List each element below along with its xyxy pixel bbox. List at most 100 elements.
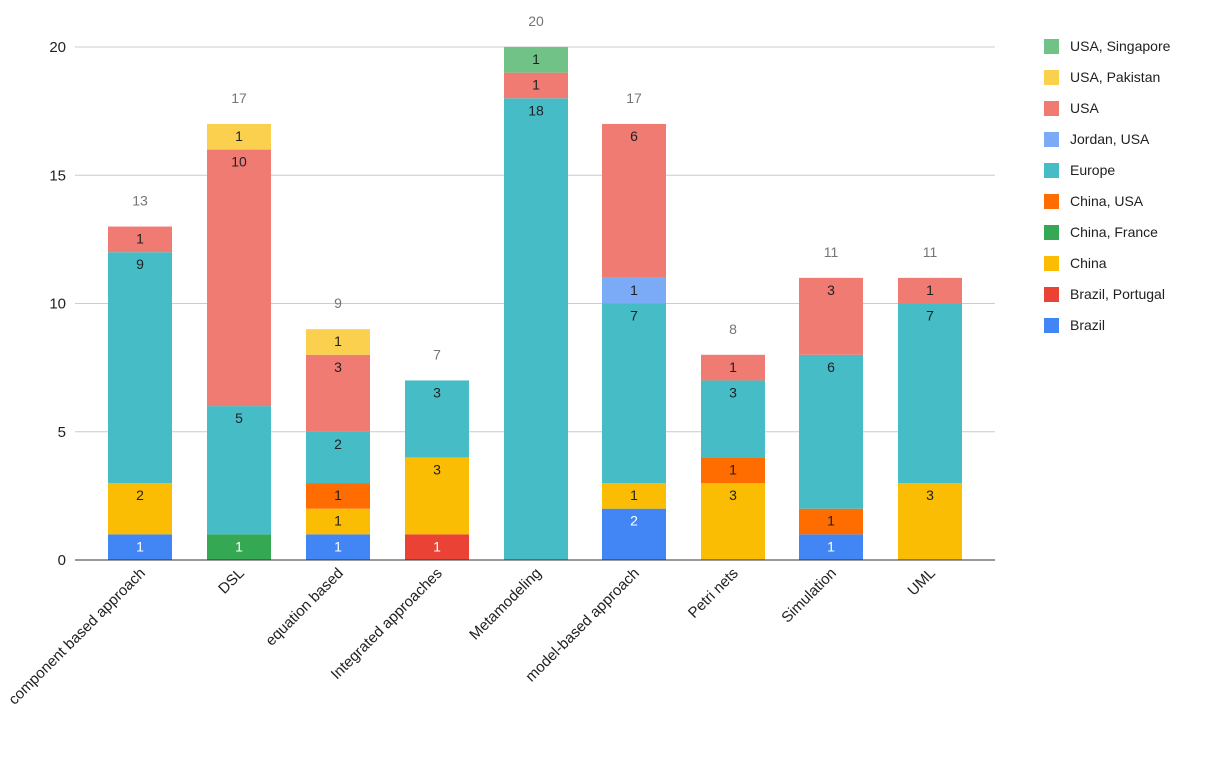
bar-segment (207, 149, 271, 407)
segment-value-label: 7 (926, 308, 934, 324)
legend-label: Brazil (1070, 317, 1105, 333)
segment-value-label: 2 (136, 487, 144, 503)
segment-value-label: 1 (827, 513, 835, 529)
x-tick-label: Integrated approaches (328, 565, 446, 683)
legend-label: China, France (1070, 224, 1158, 240)
total-label: 17 (626, 90, 642, 106)
bar-segment (306, 483, 370, 509)
x-tick-label: DSL (215, 565, 248, 598)
legend-swatch (1044, 225, 1059, 240)
bar-segment (799, 534, 863, 560)
bar-segment (306, 534, 370, 560)
x-tick-label: UML (904, 565, 938, 599)
total-label: 11 (824, 244, 839, 260)
legend-item: USA, Pakistan (1044, 69, 1160, 85)
legend-item: USA (1044, 100, 1099, 116)
bar-segment (898, 483, 962, 560)
legend-swatch (1044, 287, 1059, 302)
x-tick-label: equation based (262, 565, 347, 650)
segment-value-label: 1 (433, 538, 441, 554)
segment-value-label: 1 (630, 487, 638, 503)
bar-segment (306, 431, 370, 484)
segment-value-label: 1 (532, 77, 540, 93)
bar-segment (504, 72, 568, 99)
segment-value-label: 3 (433, 384, 441, 400)
legend-label: China, USA (1070, 193, 1144, 209)
bar-segment (602, 303, 666, 484)
legend-swatch (1044, 101, 1059, 116)
bar-segment (701, 354, 765, 381)
bar-segment (602, 123, 666, 278)
legend-item: Brazil, Portugal (1044, 286, 1165, 302)
segment-value-label: 5 (235, 410, 243, 426)
bar-segment (602, 483, 666, 509)
segment-value-label: 1 (334, 487, 342, 503)
bar-segment (602, 277, 666, 304)
x-axis-labels: component based approach DSL equation base… (5, 565, 939, 709)
segment-value-label: 3 (334, 359, 342, 375)
legend-item: USA, Singapore (1044, 38, 1171, 54)
segment-value-label: 1 (334, 538, 342, 554)
x-tick-label: Simulation (778, 565, 840, 627)
segment-value-label: 1 (630, 282, 638, 298)
segment-value-label: 1 (926, 282, 934, 298)
x-tick-label: component based approach (5, 565, 149, 709)
segment-value-label: 1 (827, 538, 835, 554)
segment-value-label: 1 (729, 359, 737, 375)
segment-value-label: 1 (235, 128, 243, 144)
segment-value-label: 3 (729, 487, 737, 503)
total-label: 11 (923, 244, 938, 260)
legend-label: Brazil, Portugal (1070, 286, 1165, 302)
bars: 1291131510117111231913371811202171617313… (108, 13, 962, 561)
x-tick-label: model-based approach (522, 565, 643, 686)
legend-swatch (1044, 70, 1059, 85)
y-tick-label: 5 (58, 424, 66, 441)
legend-swatch (1044, 163, 1059, 178)
bar-segment (405, 534, 469, 560)
x-tick-label: Metamodeling (466, 565, 545, 644)
segment-value-label: 7 (630, 308, 638, 324)
segment-value-label: 6 (630, 128, 638, 144)
legend-item: China (1044, 255, 1107, 271)
bar-segment (799, 354, 863, 509)
legend-label: Jordan, USA (1070, 131, 1150, 147)
legend-swatch (1044, 318, 1059, 333)
y-tick-label: 0 (58, 552, 66, 569)
segment-value-label: 18 (528, 102, 544, 118)
segment-value-label: 2 (630, 513, 638, 529)
legend-label: USA, Pakistan (1070, 69, 1160, 85)
bar-segment (799, 277, 863, 355)
bar-segment (701, 483, 765, 560)
bar-segment (306, 508, 370, 535)
bar-segment (108, 534, 172, 560)
legend-label: USA (1070, 100, 1099, 116)
y-tick-label: 20 (49, 39, 66, 56)
segment-value-label: 1 (334, 333, 342, 349)
legend-label: China (1070, 255, 1107, 271)
legend-swatch (1044, 132, 1059, 147)
total-label: 8 (729, 321, 737, 337)
bar-segment (898, 277, 962, 304)
total-label: 7 (433, 346, 441, 362)
legend-item: Brazil (1044, 317, 1105, 333)
bar-segment (306, 354, 370, 432)
total-label: 13 (132, 193, 148, 209)
bar-segment (207, 123, 271, 150)
bar-segment (504, 98, 568, 561)
bar-segment (701, 380, 765, 458)
segment-value-label: 1 (235, 538, 243, 554)
legend-item: China, USA (1044, 193, 1144, 209)
bar-segment (799, 508, 863, 535)
segment-value-label: 3 (729, 384, 737, 400)
legend-swatch (1044, 256, 1059, 271)
segment-value-label: 1 (729, 461, 737, 477)
y-tick-label: 15 (49, 167, 66, 184)
total-label: 17 (231, 90, 247, 106)
y-tick-label: 10 (49, 296, 66, 313)
bar-segment (701, 457, 765, 484)
bar-segment (602, 508, 666, 560)
segment-value-label: 3 (433, 461, 441, 477)
segment-value-label: 1 (532, 51, 540, 67)
bar-segment (207, 406, 271, 535)
segment-value-label: 9 (136, 256, 144, 272)
